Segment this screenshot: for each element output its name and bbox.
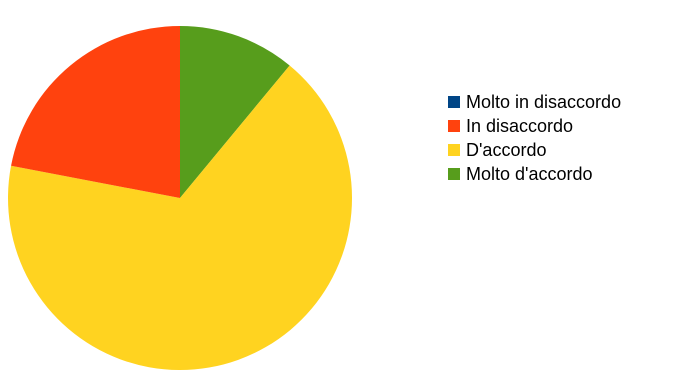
legend-label-in-disaccordo: In disaccordo	[466, 115, 574, 136]
legend-item-in-disaccordo: In disaccordo	[448, 114, 621, 138]
chart-legend: Molto in disaccordo In disaccordo D'acco…	[448, 90, 621, 186]
legend-label-d-accordo: D'accordo	[466, 139, 547, 160]
legend-label-molto-in-disaccordo: Molto in disaccordo	[466, 91, 622, 112]
legend-swatch-d-accordo	[448, 144, 460, 156]
legend-item-d-accordo: D'accordo	[448, 138, 621, 162]
pie-slice-in-disaccordo	[11, 26, 180, 198]
legend-swatch-molto-in-disaccordo	[448, 96, 460, 108]
legend-label-molto-d-accordo: Molto d'accordo	[466, 163, 593, 184]
legend-swatch-in-disaccordo	[448, 120, 460, 132]
legend-item-molto-in-disaccordo: Molto in disaccordo	[448, 90, 621, 114]
legend-swatch-molto-d-accordo	[448, 168, 460, 180]
pie-slice-d-accordo	[8, 65, 353, 370]
legend-item-molto-d-accordo: Molto d'accordo	[448, 162, 621, 186]
pie-slice-molto-d-accordo	[180, 26, 290, 198]
